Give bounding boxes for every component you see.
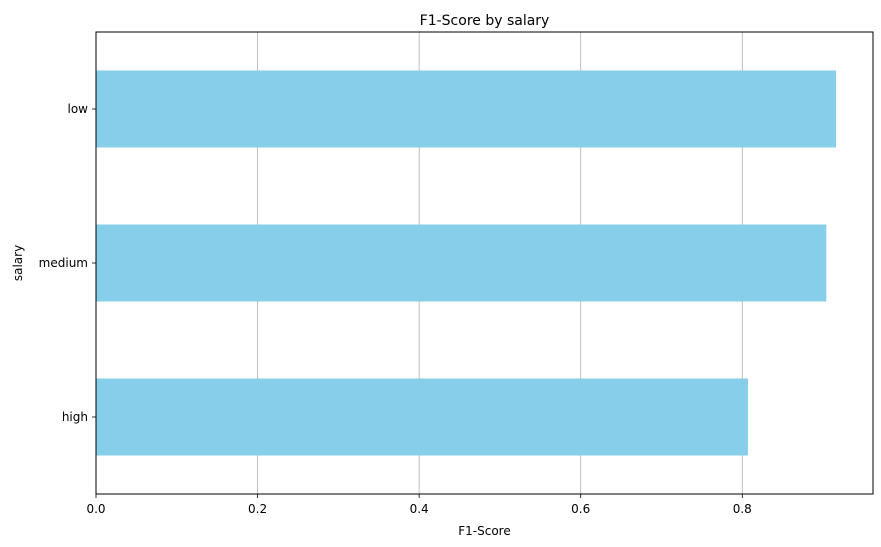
bar-high bbox=[96, 378, 748, 456]
x-axis: 0.0 0.2 0.4 0.6 0.8 bbox=[86, 494, 752, 516]
y-tick-label: medium bbox=[39, 256, 88, 270]
y-tick-label: low bbox=[68, 102, 89, 116]
bar-medium bbox=[96, 224, 827, 302]
x-tick-label: 0.2 bbox=[248, 502, 267, 516]
y-tick-label: high bbox=[62, 410, 88, 424]
x-tick-label: 0.8 bbox=[733, 502, 752, 516]
x-axis-label: F1-Score bbox=[458, 524, 510, 538]
chart-title: F1-Score by salary bbox=[420, 13, 550, 29]
x-tick-label: 0.6 bbox=[571, 502, 590, 516]
x-tick-label: 0.0 bbox=[86, 502, 105, 516]
x-tick-label: 0.4 bbox=[410, 502, 429, 516]
y-axis: high medium low bbox=[39, 102, 96, 424]
y-axis-label: salary bbox=[11, 245, 25, 281]
bars bbox=[96, 70, 836, 456]
bar-low bbox=[96, 70, 836, 148]
